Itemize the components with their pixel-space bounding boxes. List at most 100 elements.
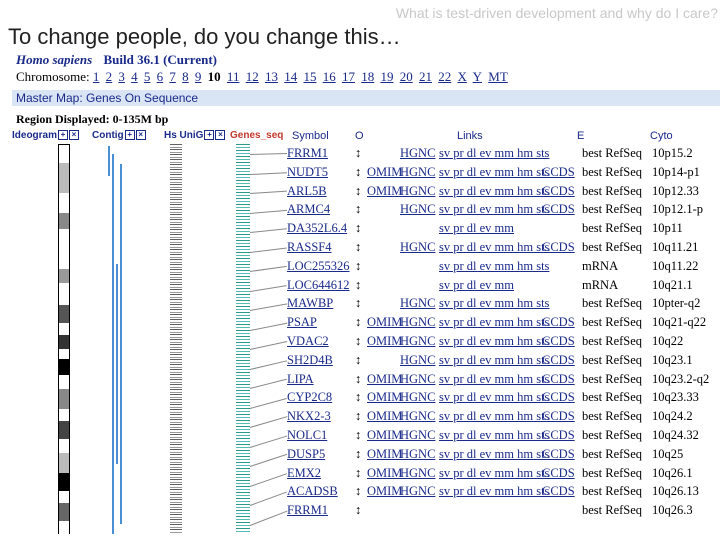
ccds-link[interactable]: CCDS xyxy=(542,427,575,442)
ccds-link[interactable]: CCDS xyxy=(542,239,575,254)
gene-links[interactable]: sv pr dl ev mm xyxy=(439,277,514,292)
chromosome-link[interactable]: 21 xyxy=(418,69,432,84)
gene-links[interactable]: sv pr dl ev mm hm sts xyxy=(439,427,550,442)
chromosome-link[interactable]: 12 xyxy=(245,69,259,84)
ccds-link[interactable]: CCDS xyxy=(542,315,575,330)
gene-symbol-link[interactable]: DA352L6.4 xyxy=(287,221,348,236)
chromosome-link[interactable]: 18 xyxy=(361,69,375,84)
unigene-column[interactable]: Hs UniG + × xyxy=(164,130,226,141)
hgnc-link[interactable]: HGNC xyxy=(400,371,436,386)
chromosome-link[interactable]: 14 xyxy=(284,69,298,84)
organism-link[interactable]: Homo sapiens xyxy=(16,52,93,67)
omim-link[interactable]: OMIM xyxy=(367,390,403,405)
chromosome-link[interactable]: 19 xyxy=(380,69,394,84)
chromosome-link[interactable]: Y xyxy=(472,69,483,84)
gene-symbol-link[interactable]: ARMC4 xyxy=(287,202,331,217)
gene-links[interactable]: sv pr dl ev mm hm sts xyxy=(439,446,550,461)
close-icon[interactable]: × xyxy=(69,130,80,141)
ccds-link[interactable]: CCDS xyxy=(542,352,575,367)
gene-symbol-link[interactable]: CYP2C8 xyxy=(287,390,333,405)
gene-symbol-link[interactable]: NOLC1 xyxy=(287,427,328,442)
gene-links[interactable]: sv pr dl ev mm hm sts xyxy=(439,202,550,217)
gene-links[interactable]: sv pr dl ev mm hm sts xyxy=(439,465,550,480)
omim-link[interactable]: OMIM xyxy=(367,484,403,499)
settings-icon[interactable]: + xyxy=(204,130,215,141)
chromosome-link[interactable]: 1 xyxy=(92,69,100,84)
hgnc-link[interactable]: HGNC xyxy=(400,484,436,499)
links-header[interactable]: Links xyxy=(457,130,483,142)
symbol-header[interactable]: Symbol xyxy=(292,130,329,142)
gene-links[interactable]: sv pr dl ev mm hm sts xyxy=(439,409,550,424)
ccds-link[interactable]: CCDS xyxy=(542,446,575,461)
gene-symbol-link[interactable]: MAWBP xyxy=(287,296,334,311)
gene-links[interactable]: sv pr dl ev mm hm sts xyxy=(439,352,550,367)
ccds-link[interactable]: CCDS xyxy=(542,202,575,217)
chromosome-link[interactable]: 8 xyxy=(182,69,189,84)
ccds-link[interactable]: CCDS xyxy=(542,390,575,405)
omim-link[interactable]: OMIM xyxy=(367,409,403,424)
o-header[interactable]: O xyxy=(355,130,364,142)
gene-links[interactable]: sv pr dl ev mm hm sts xyxy=(439,239,550,254)
ccds-link[interactable]: CCDS xyxy=(542,409,575,424)
gene-links[interactable]: sv pr dl ev mm hm sts xyxy=(439,315,550,330)
chromosome-link[interactable]: 10 xyxy=(207,69,221,84)
close-icon[interactable]: × xyxy=(135,130,146,141)
omim-link[interactable]: OMIM xyxy=(367,371,403,386)
hgnc-link[interactable]: HGNC xyxy=(400,315,436,330)
gene-links[interactable]: sv pr dl ev mm hm sts xyxy=(439,371,550,386)
ccds-link[interactable]: CCDS xyxy=(542,465,575,480)
gene-links[interactable]: sv pr dl ev mm hm sts xyxy=(439,484,550,499)
gene-symbol-link[interactable]: RASSF4 xyxy=(287,239,332,254)
hgnc-link[interactable]: HGNC xyxy=(400,409,436,424)
gene-symbol-link[interactable]: ARL5B xyxy=(287,183,327,198)
omim-link[interactable]: OMIM xyxy=(367,333,403,348)
chromosome-link[interactable]: MT xyxy=(488,69,508,84)
gene-symbol-link[interactable]: VDAC2 xyxy=(287,333,329,348)
gene-symbol-link[interactable]: PSAP xyxy=(287,315,317,330)
gene-links[interactable]: sv pr dl ev mm hm sts xyxy=(439,390,550,405)
cyto-header[interactable]: Cyto xyxy=(650,130,673,142)
ccds-link[interactable]: CCDS xyxy=(542,333,575,348)
gene-symbol-link[interactable]: LIPA xyxy=(287,371,314,386)
unigene-track[interactable] xyxy=(170,144,182,534)
gene-symbol-link[interactable]: FRRM1 xyxy=(287,503,328,518)
gene-symbol-link[interactable]: EMX2 xyxy=(287,465,322,480)
chromosome-link[interactable]: 6 xyxy=(156,69,164,84)
hgnc-link[interactable]: HGNC xyxy=(400,333,436,348)
gene-links[interactable]: sv pr dl ev mm hm sts xyxy=(439,258,550,273)
gene-links[interactable]: sv pr dl ev mm hm sts xyxy=(439,146,550,160)
chromosome-link[interactable]: 7 xyxy=(169,69,176,84)
gene-links[interactable]: sv pr dl ev mm hm sts xyxy=(439,333,550,348)
chromosome-link[interactable]: 17 xyxy=(341,69,355,84)
ccds-link[interactable]: CCDS xyxy=(542,164,575,179)
hgnc-link[interactable]: HGNC xyxy=(400,446,436,461)
chromosome-link[interactable]: 15 xyxy=(303,69,317,84)
chromosome-link[interactable]: 13 xyxy=(264,69,278,84)
hgnc-link[interactable]: HGNC xyxy=(400,352,436,367)
gene-symbol-link[interactable]: ACADSB xyxy=(287,484,338,499)
ideogram-column[interactable]: Ideogram + × xyxy=(12,130,80,141)
gene-symbol-link[interactable]: LOC644612 xyxy=(287,277,350,292)
omim-link[interactable]: OMIM xyxy=(367,446,403,461)
gene-symbol-link[interactable]: SH2D4B xyxy=(287,352,333,367)
contig-column[interactable]: Contig + × xyxy=(92,130,146,141)
omim-link[interactable]: OMIM xyxy=(367,427,403,442)
hgnc-link[interactable]: HGNC xyxy=(400,427,436,442)
chromosome-link[interactable]: 22 xyxy=(438,69,452,84)
gene-links[interactable]: sv pr dl ev mm hm sts xyxy=(439,183,550,198)
omim-link[interactable]: OMIM xyxy=(367,183,403,198)
chromosome-link[interactable]: 9 xyxy=(194,69,202,84)
omim-link[interactable]: OMIM xyxy=(367,315,403,330)
ccds-link[interactable]: CCDS xyxy=(542,371,575,386)
hgnc-link[interactable]: HGNC xyxy=(400,465,436,480)
build-link[interactable]: Build 36.1 (Current) xyxy=(103,52,217,67)
chromosome-ideogram[interactable] xyxy=(58,144,70,535)
omim-link[interactable]: OMIM xyxy=(367,164,403,179)
gene-symbol-link[interactable]: NUDT5 xyxy=(287,164,328,179)
ccds-link[interactable]: CCDS xyxy=(542,183,575,198)
ccds-link[interactable]: CCDS xyxy=(542,484,575,499)
chromosome-link[interactable]: 2 xyxy=(105,69,113,84)
close-icon[interactable]: × xyxy=(215,130,226,141)
gene-symbol-link[interactable]: FRRM1 xyxy=(287,146,328,160)
gene-symbol-link[interactable]: DUSP5 xyxy=(287,446,326,461)
